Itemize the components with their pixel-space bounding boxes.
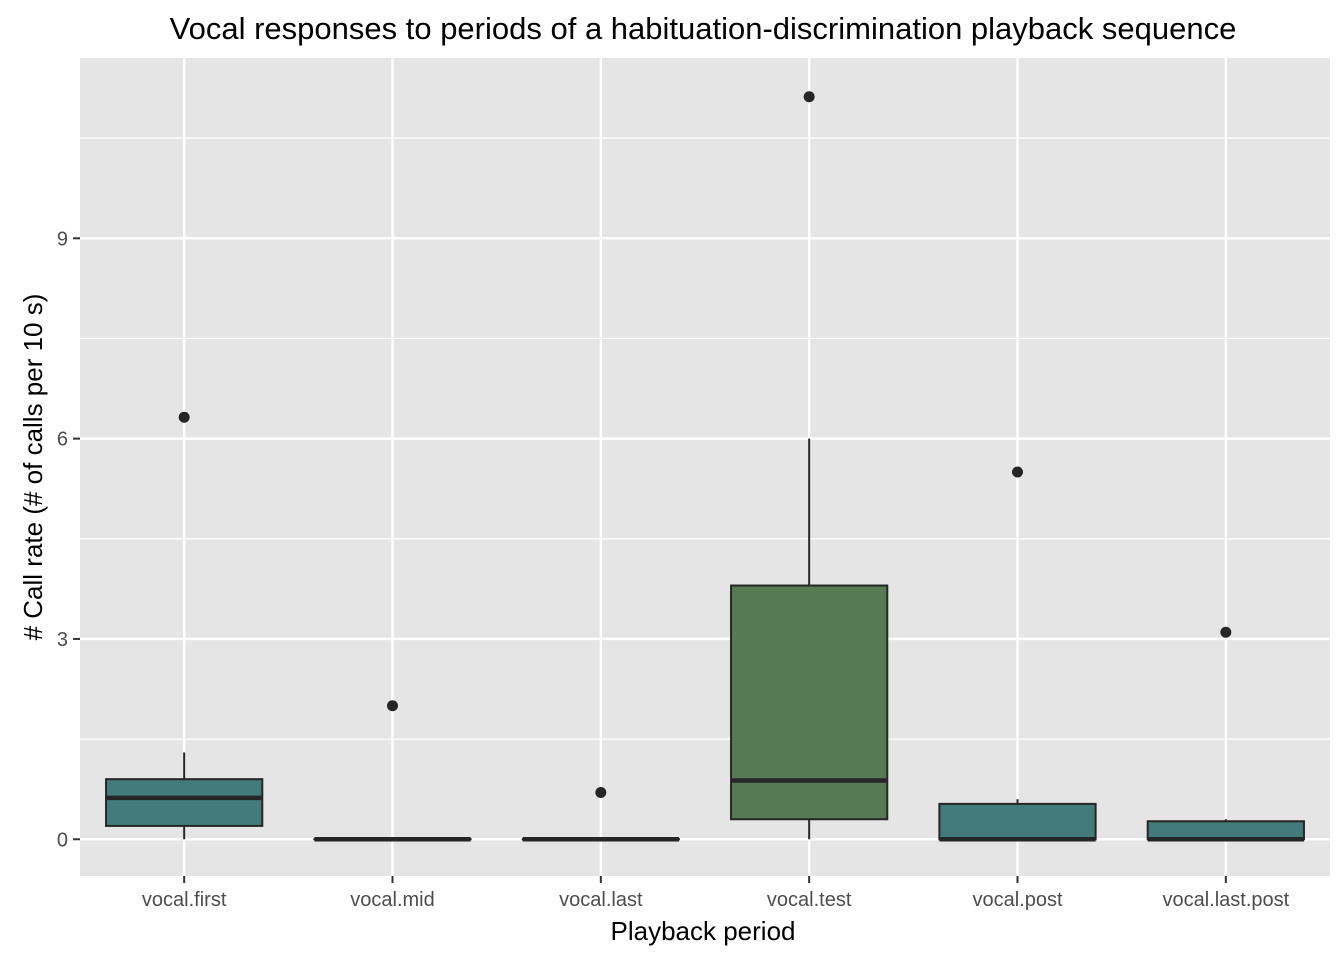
plot-panel xyxy=(80,58,1330,876)
x-tick-label: vocal.last xyxy=(559,889,643,911)
box-vocal-test xyxy=(730,91,889,840)
box-vocal-last xyxy=(521,787,680,842)
x-axis-title: Playback period xyxy=(611,916,796,946)
box-rect xyxy=(730,584,889,821)
x-tick-label: vocal.test xyxy=(767,889,852,911)
boxes xyxy=(105,91,1305,842)
box-vocal-first xyxy=(105,411,264,840)
chart-title: Vocal responses to periods of a habituat… xyxy=(170,11,1237,46)
x-tick-label: vocal.post xyxy=(972,889,1062,911)
outlier-point xyxy=(1012,466,1023,478)
y-axis-title: # Call rate (# of calls per 10 s) xyxy=(18,294,48,641)
y-tick-label: 9 xyxy=(57,228,68,250)
outlier-point xyxy=(1220,626,1232,638)
box-rect xyxy=(105,778,264,827)
x-tick-label: vocal.mid xyxy=(350,889,434,911)
outlier-point xyxy=(387,700,398,712)
box-rect xyxy=(938,802,1097,841)
box-vocal-mid xyxy=(313,700,472,842)
x-tick-label: vocal.first xyxy=(142,889,227,911)
outlier-point xyxy=(803,91,815,103)
y-tick-label: 6 xyxy=(57,429,68,451)
x-axis: vocal.first vocal.mid vocal.last vocal.test… xyxy=(142,876,1290,911)
y-tick-label: 0 xyxy=(57,829,68,851)
y-axis: 0 3 6 9 xyxy=(57,228,80,851)
y-tick-label: 3 xyxy=(57,629,68,651)
box-vocal-post xyxy=(938,466,1097,842)
box-rect xyxy=(1146,820,1305,841)
outlier-point xyxy=(595,787,607,799)
box-vocal-last-post xyxy=(1146,626,1305,842)
x-tick-label: vocal.last.post xyxy=(1162,889,1289,911)
minor-gridlines xyxy=(80,137,1330,740)
outlier-point xyxy=(178,411,190,423)
